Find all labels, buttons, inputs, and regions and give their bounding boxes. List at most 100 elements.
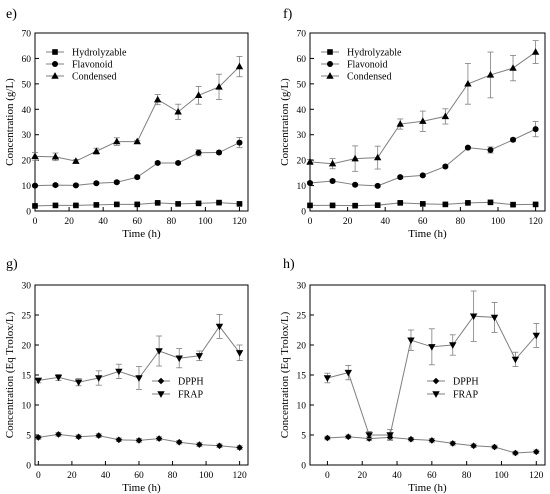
data-point [134,201,141,208]
data-point [442,201,449,208]
data-point [73,202,79,209]
x-tick-label: 80 [462,471,472,481]
data-point [95,432,103,439]
data-point [442,163,449,170]
panel-label: g) [6,257,18,272]
y-tick-label: 60 [22,55,32,65]
data-point [72,182,79,189]
x-tick-label: 60 [132,217,142,227]
x-axis-label: Time (h) [122,228,161,240]
y-tick-label: 70 [297,30,307,40]
legend-entry: Flavonoid [46,60,113,71]
x-tick-label: 0 [325,471,330,481]
x-tick-label: 0 [308,217,313,227]
plot-frame [309,32,546,212]
y-tick-label: 0 [26,208,31,218]
x-tick-label: 120 [232,471,247,481]
data-point [115,436,123,444]
data-point [397,174,404,181]
x-axis-label: Time (h) [122,482,161,494]
data-point [352,202,358,209]
data-point [396,120,404,127]
data-point [419,117,427,124]
data-point [153,95,162,103]
y-axis-label: Concentration (Eq Trolox/L) [4,311,16,438]
data-point [449,440,457,447]
data-point [134,174,141,181]
data-point [113,137,121,145]
y-tick-label: 25 [297,312,307,322]
y-tick-label: 5 [301,432,306,442]
x-tick-label: 20 [64,217,74,227]
data-point [512,449,519,457]
series-dpph [324,433,540,457]
data-point [532,201,539,208]
data-point [215,83,223,90]
data-point [464,144,471,151]
x-tick-label: 100 [494,471,509,481]
data-point [510,136,517,143]
data-point [113,179,120,186]
chart-panel: f) 0 20 40 60 80 100 120 0 10 20 30 40 50 60 70 Time (h)… [279,7,546,240]
data-point [236,201,243,207]
data-point [449,342,457,349]
legend-marker [52,61,58,67]
data-point [34,377,43,385]
y-tick-label: 20 [22,342,32,352]
data-point [95,375,103,382]
data-point [55,431,62,438]
data-point [215,323,224,331]
y-tick-label: 10 [22,402,32,412]
chart-panel: e) 0 20 40 60 80 100 120 0 10 20 30 40 50 60 70 Time (h)… [4,7,249,240]
data-point [135,375,143,382]
data-point [194,91,203,98]
series-dpph [35,431,243,451]
data-point [374,202,381,208]
y-axis-label: Concentration (g/L) [279,78,291,166]
data-point [465,200,471,206]
data-point [352,181,359,188]
legend-entry: DPPH [427,377,479,388]
data-point [307,202,313,209]
plot-frame [34,32,249,212]
legend-label: DPPH [178,377,204,388]
data-point [115,368,123,376]
data-point [374,182,381,189]
x-tick-label: 120 [232,217,247,227]
data-point [307,180,313,187]
legend-marker [432,377,440,385]
x-tick-label: 120 [529,471,544,481]
data-point [441,112,450,120]
x-tick-label: 20 [357,471,367,481]
x-tick-label: 80 [168,471,178,481]
legend-entry: FRAP [427,390,478,401]
legend-entry: FRAP [152,390,203,401]
data-point [464,79,472,87]
legend-label: Hydrolyzable [347,48,402,59]
data-point [487,146,494,153]
data-point [420,201,426,207]
series-condensed [306,40,540,172]
data-point [175,438,183,446]
data-point [329,177,336,184]
data-point [195,149,202,156]
series-line [34,66,240,162]
data-point [175,159,182,166]
data-point [32,203,38,209]
y-tick-label: 0 [301,462,306,472]
y-tick-label: 25 [22,312,32,322]
x-axis-label: Time (h) [408,482,447,494]
legend-entry: Condensed [321,72,391,83]
x-tick-label: 40 [380,217,390,227]
data-point [175,201,181,207]
legend-marker [52,49,58,55]
chart-panel: g) 0 20 40 60 80 100 120 0 5 10 15 20 25 30 Time (h) Con… [4,257,249,494]
x-tick-label: 120 [528,217,543,227]
data-point [195,200,202,207]
data-point [397,200,404,206]
legend-label: Condensed [72,72,116,83]
y-tick-label: 30 [22,131,32,141]
data-point [344,369,352,377]
data-point [52,182,59,189]
data-point [532,448,540,456]
